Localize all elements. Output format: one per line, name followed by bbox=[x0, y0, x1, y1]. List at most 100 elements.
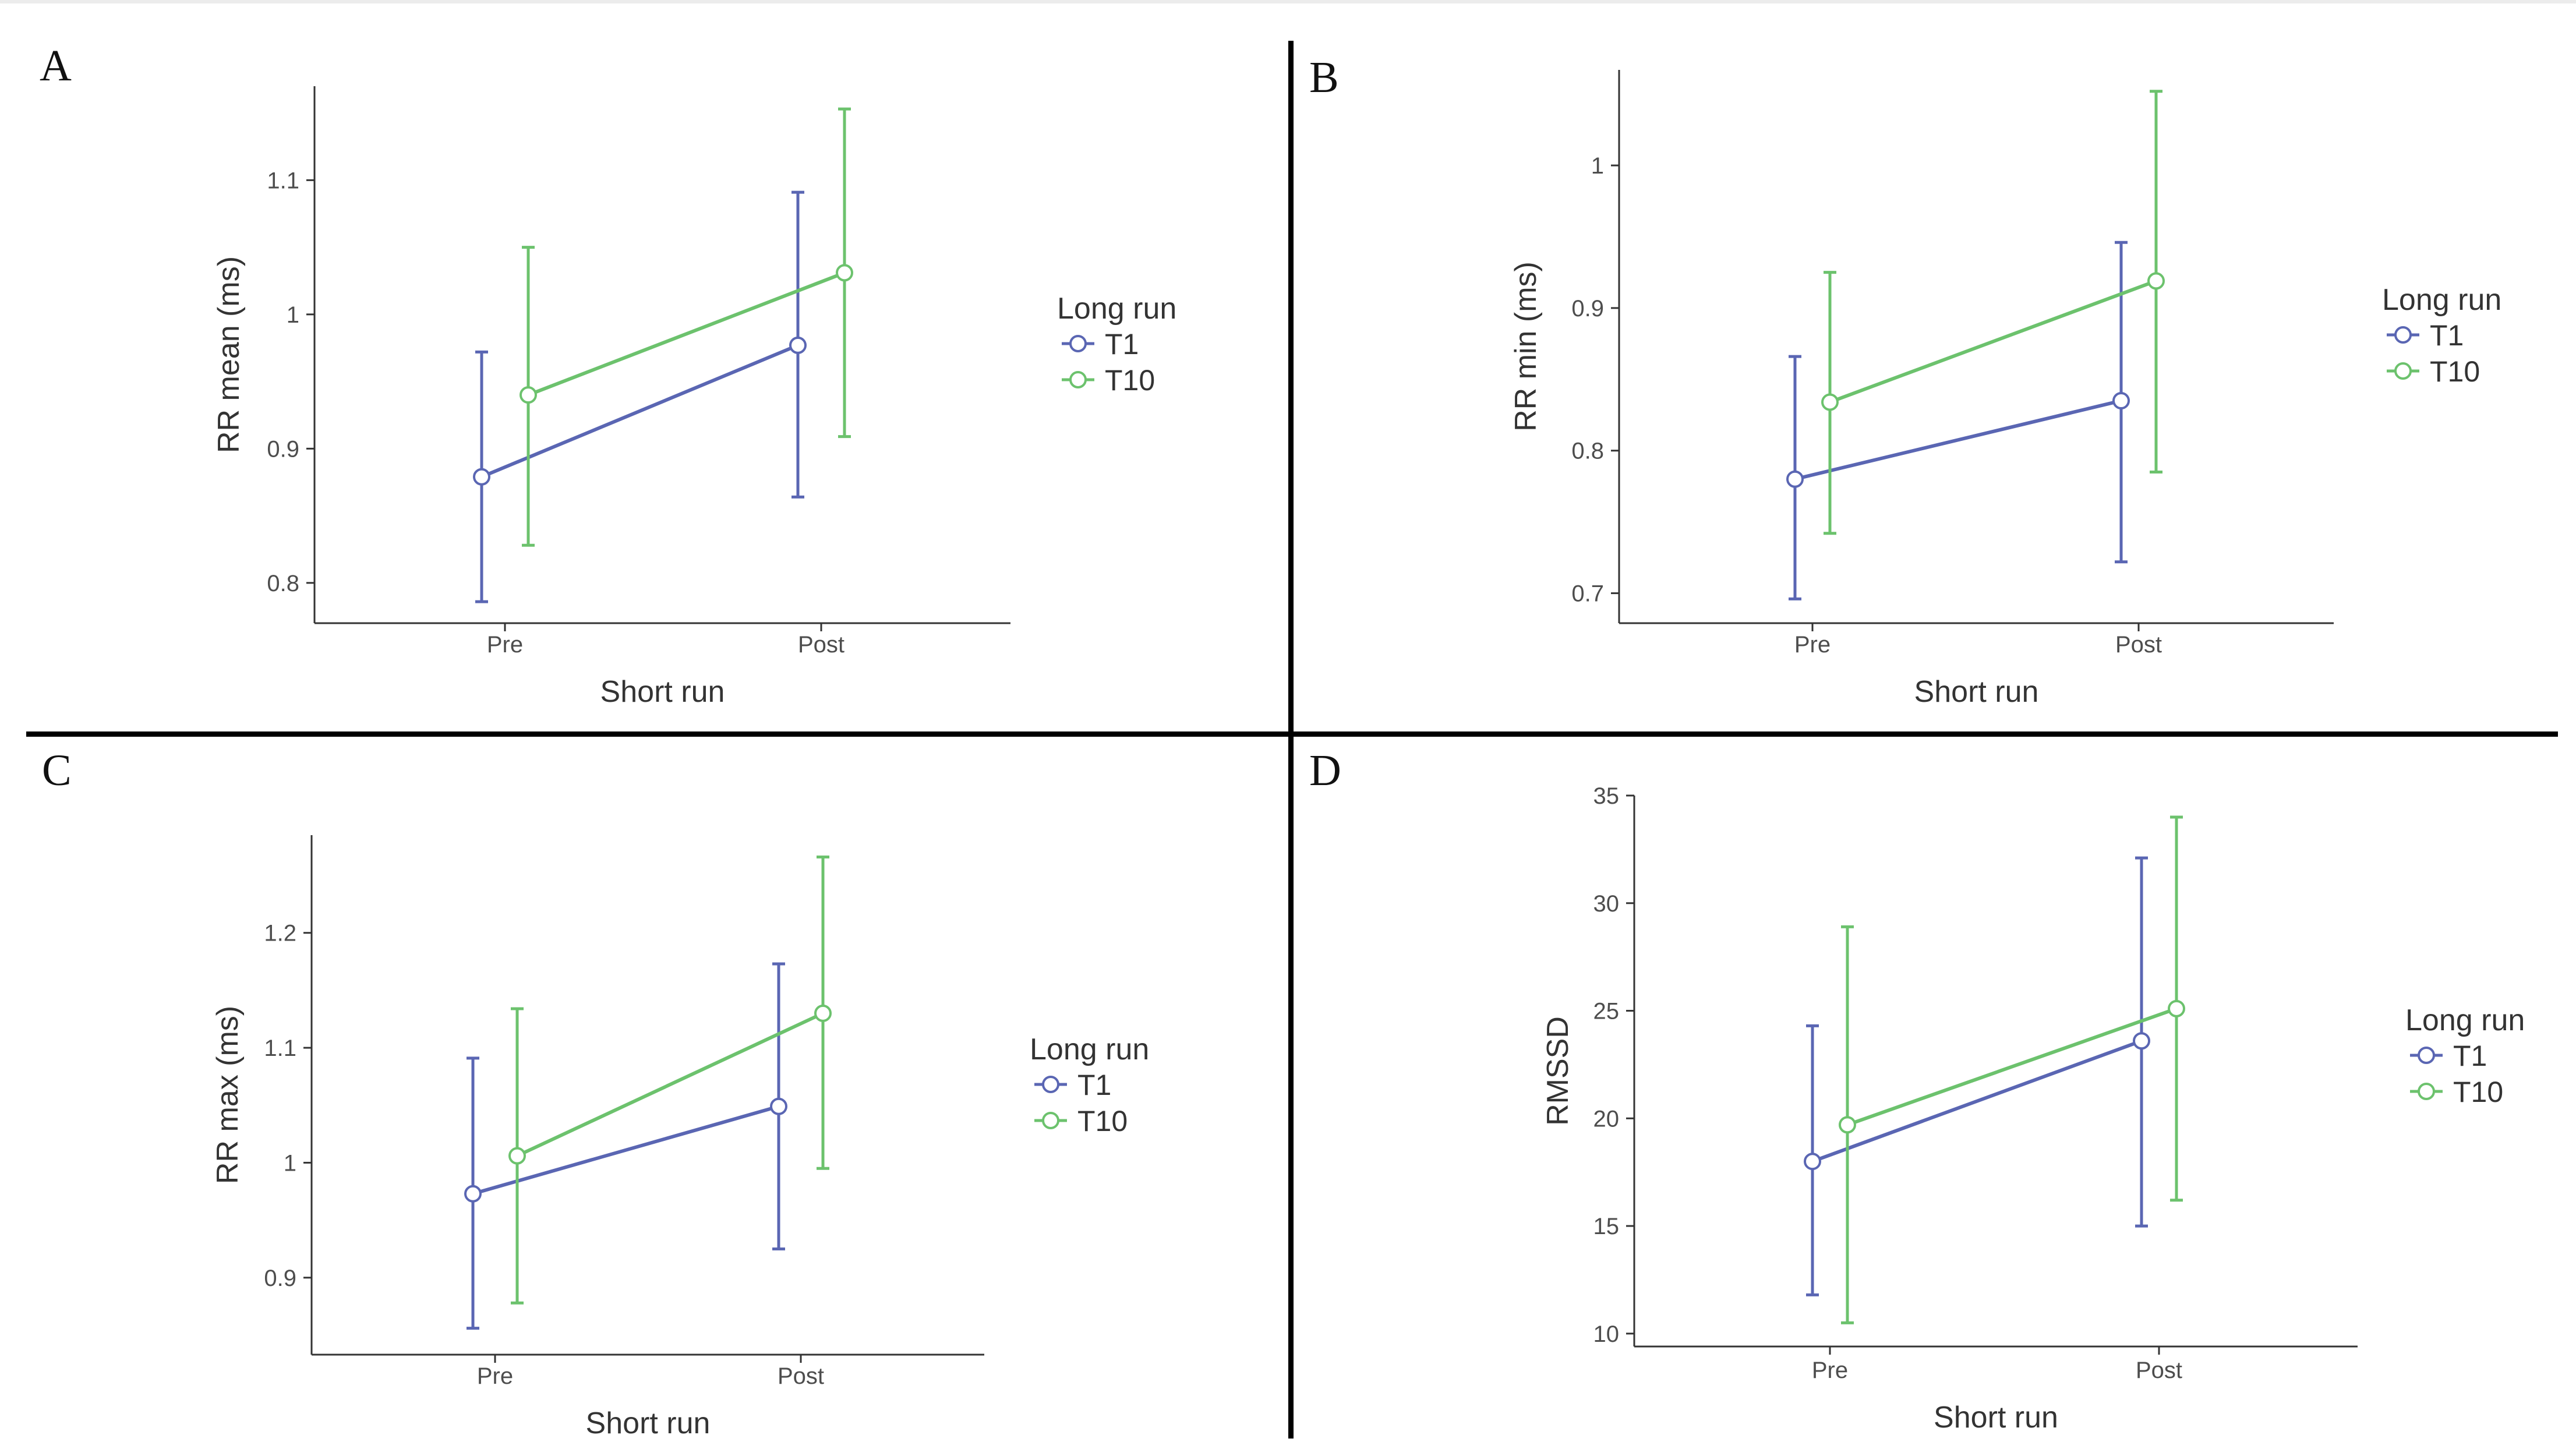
y-tick-label: 1.1 bbox=[264, 1035, 296, 1061]
panel-letter: D bbox=[1309, 746, 1341, 795]
x-tick-label: Pre bbox=[1812, 1358, 1848, 1383]
legend: Long run T1 T10 bbox=[2382, 282, 2501, 390]
y-axis-title: RR max (ms) bbox=[211, 1006, 245, 1184]
legend-item-t10: T10 bbox=[1030, 1103, 1149, 1139]
y-tick-label: 1 bbox=[1591, 153, 1604, 179]
series-line-t1 bbox=[472, 1104, 779, 1196]
panel-letter: C bbox=[42, 746, 72, 795]
legend-title: Long run bbox=[1057, 292, 1177, 326]
legend-key-icon bbox=[1062, 335, 1094, 352]
legend-item-t10: T10 bbox=[1057, 362, 1176, 398]
legend-item-t1: T1 bbox=[2382, 317, 2501, 354]
x-axis-title: Short run bbox=[600, 675, 725, 709]
legend-item-t1: T1 bbox=[2405, 1038, 2525, 1074]
x-tick-label: Pre bbox=[487, 632, 523, 658]
series-line-t10 bbox=[1847, 1007, 2177, 1127]
y-tick-label: 20 bbox=[1593, 1106, 1620, 1132]
legend-title: Long run bbox=[2382, 283, 2502, 317]
y-tick-label: 1.1 bbox=[267, 168, 299, 193]
legend-key-icon bbox=[2387, 326, 2419, 344]
legend-label: T1 bbox=[2430, 319, 2464, 352]
data-point-t1 bbox=[1804, 1153, 1821, 1171]
x-tick-label: Post bbox=[798, 632, 844, 658]
legend-label: T10 bbox=[2430, 355, 2480, 388]
legend-label: T1 bbox=[1105, 328, 1139, 361]
chart-plot: 0.8 0.9 1 1.1 Pre Post Short run RR mean (ms) bbox=[212, 86, 1010, 709]
chart-plot: 10 15 20 25 30 35 Pre Post Short run RMSSD bbox=[1541, 783, 2358, 1434]
x-tick-label: Pre bbox=[477, 1363, 513, 1389]
panel-letter: B bbox=[1309, 53, 1339, 102]
legend: Long run T1 T10 bbox=[1030, 1032, 1149, 1139]
legend-label: T10 bbox=[1105, 364, 1156, 397]
legend-item-t1: T1 bbox=[1057, 326, 1176, 362]
data-point-t10 bbox=[2168, 999, 2185, 1017]
legend-item-t1: T1 bbox=[1030, 1067, 1149, 1103]
data-point-t1 bbox=[1786, 470, 1804, 488]
data-point-t1 bbox=[2133, 1032, 2150, 1050]
vertical-divider bbox=[1288, 41, 1294, 1439]
y-tick-label: 15 bbox=[1593, 1214, 1620, 1239]
y-tick-label: 1 bbox=[284, 1150, 296, 1176]
y-tick-label: 1 bbox=[287, 302, 299, 328]
y-tick-label: 0.8 bbox=[1571, 439, 1604, 464]
legend-key-icon bbox=[2387, 362, 2419, 380]
data-point-t10 bbox=[1821, 393, 1839, 411]
y-tick-label: 0.9 bbox=[267, 436, 299, 462]
y-tick-label: 1.2 bbox=[264, 921, 296, 946]
series-line-t10 bbox=[516, 1012, 824, 1158]
y-tick-label: 0.7 bbox=[1571, 581, 1604, 607]
legend-label: T1 bbox=[2453, 1040, 2487, 1072]
legend-item-t10: T10 bbox=[2382, 354, 2501, 390]
legend-title: Long run bbox=[2405, 1003, 2525, 1037]
x-tick-label: Pre bbox=[1794, 632, 1831, 658]
legend-label: T1 bbox=[1077, 1069, 1112, 1101]
x-axis-title: Short run bbox=[1914, 675, 2039, 709]
legend-key-icon bbox=[1034, 1076, 1067, 1093]
x-axis-title: Short run bbox=[586, 1406, 711, 1440]
y-tick-label: 25 bbox=[1593, 999, 1620, 1024]
series-line-t1 bbox=[480, 344, 799, 479]
data-point-t10 bbox=[1839, 1116, 1856, 1134]
x-axis-title: Short run bbox=[1934, 1401, 2058, 1434]
data-point-t1 bbox=[770, 1097, 787, 1115]
legend-key-icon bbox=[1062, 371, 1094, 388]
x-tick-label: Post bbox=[2136, 1358, 2182, 1383]
data-point-t1 bbox=[464, 1185, 482, 1203]
y-tick-label: 0.9 bbox=[1571, 296, 1604, 321]
y-tick-label: 30 bbox=[1593, 891, 1620, 917]
panel-d: D 10 15 20 25 30 35 Pre Post Short run RMSSD Long… bbox=[1294, 737, 2575, 1449]
y-tick-label: 0.8 bbox=[267, 571, 299, 596]
y-axis-title: RR min (ms) bbox=[1509, 261, 1543, 432]
y-tick-label: 0.9 bbox=[264, 1266, 296, 1291]
series-line-t10 bbox=[1829, 279, 2157, 404]
data-point-t10 bbox=[814, 1004, 832, 1022]
legend: Long run T1 T10 bbox=[2405, 1003, 2525, 1110]
series-line-t1 bbox=[1811, 1039, 2143, 1164]
chart-plot: 0.9 1 1.1 1.2 Pre Post Short run RR max (ms) bbox=[211, 835, 984, 1440]
legend-label: T10 bbox=[1077, 1105, 1128, 1137]
legend-label: T10 bbox=[2453, 1076, 2504, 1108]
series-line-t1 bbox=[1794, 399, 2122, 481]
data-point-t10 bbox=[836, 264, 853, 282]
y-axis-title: RR mean (ms) bbox=[212, 256, 246, 453]
legend-key-icon bbox=[2410, 1047, 2443, 1064]
data-point-t10 bbox=[2147, 272, 2165, 290]
y-axis-title: RMSSD bbox=[1541, 1016, 1575, 1126]
x-tick-label: Post bbox=[778, 1363, 824, 1389]
data-point-t10 bbox=[508, 1147, 526, 1165]
legend: Long run T1 T10 bbox=[1057, 291, 1176, 398]
panel-c: C 0.9 1 1.1 1.2 Pre Post Short run RR max (ms) … bbox=[0, 737, 1287, 1449]
legend-key-icon bbox=[1034, 1112, 1067, 1129]
y-tick-label: 10 bbox=[1593, 1321, 1620, 1347]
chart-plot: 0.7 0.8 0.9 1 Pre Post Short run RR min (ms) bbox=[1509, 70, 2334, 709]
x-tick-label: Post bbox=[2115, 632, 2162, 658]
series-line-t10 bbox=[527, 271, 846, 397]
top-rule bbox=[0, 0, 2576, 3]
panel-b: B 0.7 0.8 0.9 1 Pre Post Short run RR min (ms) … bbox=[1294, 0, 2575, 730]
legend-item-t10: T10 bbox=[2405, 1074, 2525, 1110]
legend-key-icon bbox=[2410, 1083, 2443, 1100]
legend-title: Long run bbox=[1030, 1033, 1150, 1066]
data-point-t10 bbox=[520, 386, 537, 404]
data-point-t1 bbox=[789, 336, 807, 354]
